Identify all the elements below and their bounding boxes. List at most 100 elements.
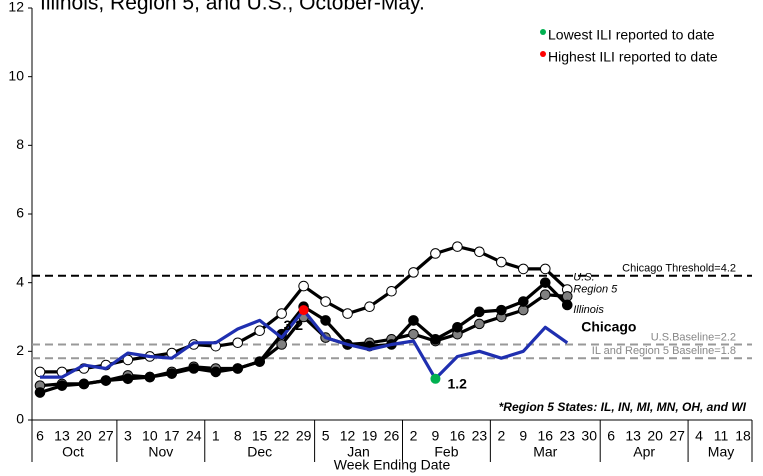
- x-tick-label: 15: [252, 428, 268, 444]
- x-tick-label: 9: [519, 428, 527, 444]
- point: [276, 339, 287, 350]
- highlight-point: [430, 373, 441, 384]
- month-label: Feb: [434, 444, 458, 460]
- point: [474, 318, 485, 330]
- point: [496, 256, 507, 268]
- point: [166, 368, 178, 379]
- point: [518, 263, 529, 275]
- reference-label: Chicago Threshold=4.2: [622, 263, 736, 275]
- x-tick-label: 2: [410, 428, 418, 444]
- y-tick-label: 0: [16, 411, 24, 427]
- point: [430, 248, 441, 259]
- point: [276, 308, 287, 319]
- legend-label: Lowest ILI reported to date: [548, 27, 715, 43]
- x-axis-title: Week Ending Date: [334, 457, 451, 473]
- point: [254, 356, 265, 367]
- x-tick-label: 5: [322, 428, 330, 444]
- month-label: Apr: [633, 444, 655, 460]
- point: [386, 285, 397, 297]
- month-label: Dec: [247, 444, 272, 460]
- point: [408, 328, 419, 340]
- value-label: 1.2: [447, 376, 467, 392]
- x-tick-label: 13: [54, 428, 70, 444]
- x-tick-label: 19: [362, 428, 378, 444]
- point: [430, 334, 441, 345]
- reference-label: IL and Region 5 Baseline=1.8: [592, 345, 736, 357]
- x-tick-label: 24: [186, 428, 202, 444]
- x-tick-label: 30: [581, 428, 597, 444]
- reference-label: U.S.Baseline=2.2: [651, 331, 736, 343]
- point: [78, 378, 90, 390]
- series-label: Illinois: [573, 304, 604, 316]
- x-tick-label: 20: [76, 428, 92, 444]
- month-label: Mar: [533, 444, 557, 460]
- x-tick-label: 18: [735, 428, 751, 444]
- point: [474, 306, 485, 318]
- x-tick-label: 16: [450, 428, 466, 444]
- point: [408, 267, 419, 278]
- point: [298, 280, 309, 292]
- point: [254, 325, 265, 337]
- point: [342, 308, 353, 319]
- month-label: Nov: [148, 444, 173, 460]
- x-tick-label: 6: [607, 428, 615, 444]
- x-tick-label: 12: [340, 428, 356, 444]
- point: [188, 363, 200, 374]
- point: [56, 380, 68, 391]
- point: [100, 375, 112, 386]
- series-label: U.S.: [573, 271, 594, 283]
- x-tick-label: 6: [36, 428, 44, 444]
- point: [144, 371, 156, 383]
- point: [320, 296, 331, 307]
- point: [232, 337, 244, 349]
- y-tick-label: 2: [16, 342, 24, 358]
- point: [122, 373, 134, 385]
- point: [539, 263, 551, 275]
- x-tick-label: 29: [296, 428, 312, 444]
- x-tick-label: 22: [274, 428, 290, 444]
- x-tick-label: 27: [669, 428, 685, 444]
- x-tick-label: 3: [124, 428, 132, 444]
- month-label: Oct: [62, 444, 84, 460]
- x-tick-label: 16: [537, 428, 553, 444]
- point: [232, 363, 244, 374]
- month-label: Jan: [347, 444, 370, 460]
- legend-label: Highest ILI reported to date: [548, 49, 718, 65]
- y-tick-label: 6: [16, 205, 24, 221]
- point: [320, 315, 331, 326]
- x-tick-label: 13: [625, 428, 641, 444]
- chart-title: Illinois, Region 5, and U.S., October-Ma…: [40, 0, 425, 15]
- x-tick-label: 26: [384, 428, 400, 444]
- legend-marker: [540, 29, 546, 35]
- series-label: Region 5: [573, 283, 618, 295]
- point: [452, 322, 463, 333]
- highlight-point: [298, 305, 309, 316]
- value-label: 3.2: [284, 317, 304, 333]
- point: [122, 354, 134, 366]
- y-tick-label: 10: [8, 67, 24, 83]
- point: [34, 366, 46, 378]
- legend-marker: [540, 51, 546, 57]
- x-tick-label: 10: [142, 428, 158, 444]
- point: [408, 315, 419, 326]
- x-tick-label: 20: [647, 428, 663, 444]
- point: [364, 301, 375, 313]
- x-tick-label: 1: [212, 428, 220, 444]
- point: [539, 277, 551, 288]
- point: [452, 241, 463, 252]
- point: [496, 304, 507, 316]
- month-label: May: [708, 444, 734, 460]
- footnote: *Region 5 States: IL, IN, MI, MN, OH, an…: [499, 400, 747, 414]
- y-tick-label: 4: [16, 273, 24, 289]
- x-tick-label: 23: [472, 428, 488, 444]
- x-tick-label: 9: [432, 428, 440, 444]
- y-tick-label: 12: [8, 0, 24, 15]
- point: [539, 289, 551, 300]
- point: [34, 387, 46, 398]
- x-tick-label: 27: [98, 428, 114, 444]
- x-tick-label: 23: [559, 428, 575, 444]
- point: [210, 366, 222, 378]
- y-tick-label: 8: [16, 136, 24, 152]
- series-label: Chicago: [581, 318, 636, 334]
